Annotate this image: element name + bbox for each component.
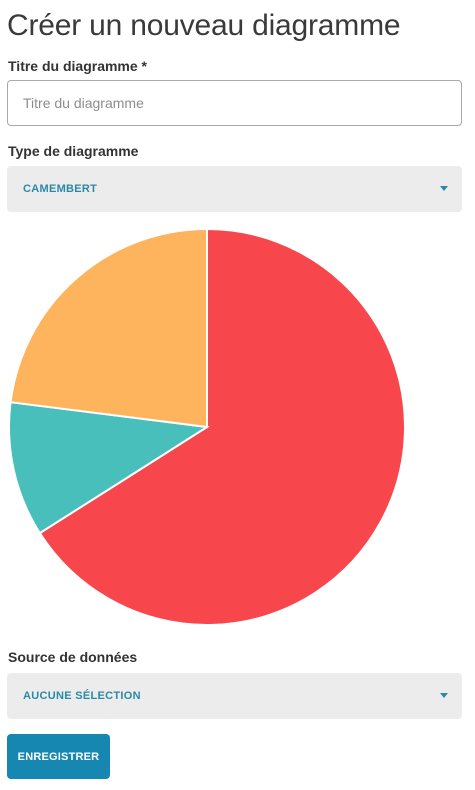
pie-slice-1	[38, 227, 406, 626]
chart-type-select[interactable]: CAMEMBERT	[7, 166, 462, 212]
pie-slice-2	[8, 401, 210, 535]
pie-chart-preview	[0, 222, 475, 632]
chart-type-value: CAMEMBERT	[23, 183, 98, 195]
chart-type-label: Type de diagramme	[8, 143, 139, 159]
data-source-select[interactable]: AUCUNE SÉLECTION	[7, 673, 462, 719]
pie-chart	[8, 227, 406, 626]
data-source-label: Source de données	[8, 649, 138, 665]
caret-down-icon	[440, 693, 448, 698]
data-source-value: AUCUNE SÉLECTION	[23, 690, 141, 702]
chart-title-label: Titre du diagramme *	[8, 58, 148, 74]
chart-title-input[interactable]	[7, 80, 462, 126]
page-title: Créer un nouveau diagramme	[7, 9, 401, 42]
caret-down-icon	[440, 186, 448, 191]
save-button[interactable]: ENREGISTRER	[7, 734, 110, 779]
pie-slice-3	[9, 227, 208, 429]
